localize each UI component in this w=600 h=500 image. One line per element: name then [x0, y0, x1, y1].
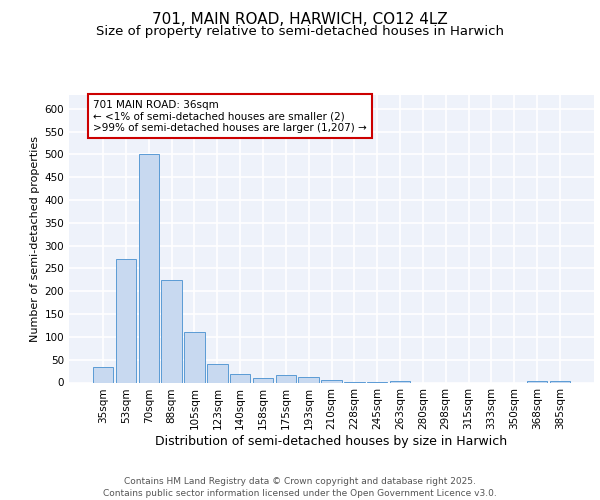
Text: Contains HM Land Registry data © Crown copyright and database right 2025.
Contai: Contains HM Land Registry data © Crown c…	[103, 476, 497, 498]
Bar	[207, 364, 227, 382]
Bar	[161, 280, 182, 382]
Text: Size of property relative to semi-detached houses in Harwich: Size of property relative to semi-detach…	[96, 25, 504, 38]
Bar	[184, 332, 205, 382]
Bar	[550, 380, 570, 382]
Bar	[93, 366, 113, 382]
Bar	[321, 380, 342, 382]
Bar	[253, 378, 273, 382]
Bar	[139, 154, 159, 382]
Bar	[230, 374, 250, 382]
Bar	[527, 380, 547, 382]
Bar	[116, 260, 136, 382]
X-axis label: Distribution of semi-detached houses by size in Harwich: Distribution of semi-detached houses by …	[155, 435, 508, 448]
Bar	[390, 381, 410, 382]
Bar	[275, 375, 296, 382]
Text: 701 MAIN ROAD: 36sqm
← <1% of semi-detached houses are smaller (2)
>99% of semi-: 701 MAIN ROAD: 36sqm ← <1% of semi-detac…	[93, 100, 367, 133]
Y-axis label: Number of semi-detached properties: Number of semi-detached properties	[30, 136, 40, 342]
Text: 701, MAIN ROAD, HARWICH, CO12 4LZ: 701, MAIN ROAD, HARWICH, CO12 4LZ	[152, 12, 448, 28]
Bar	[298, 377, 319, 382]
